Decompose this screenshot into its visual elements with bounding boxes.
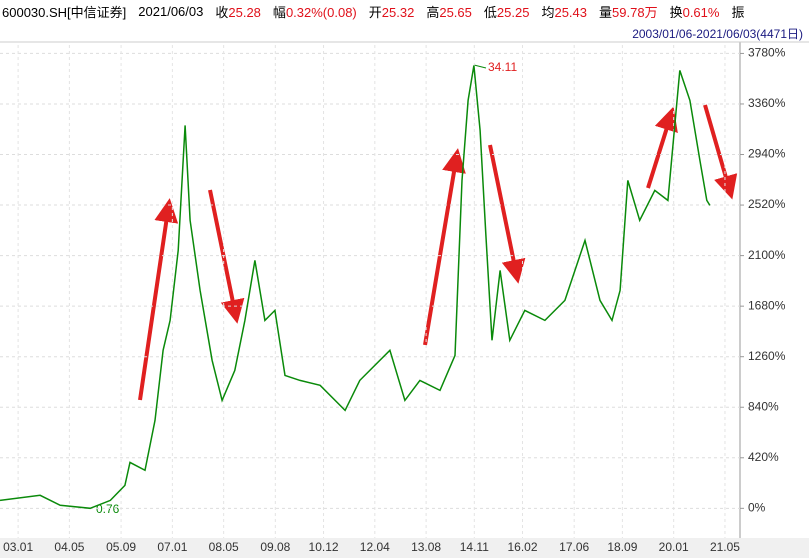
y-tick-label: 1260% <box>748 349 786 363</box>
header-label: 振 <box>731 4 745 20</box>
y-tick-label: 2100% <box>748 248 786 262</box>
range[interactable]: 2003/01/06-2021/06/03(4471日) <box>632 27 803 41</box>
x-tick-label: 17.06 <box>559 540 589 554</box>
header-item: 高25.65 <box>426 2 472 21</box>
x-tick-label: 08.05 <box>209 540 239 554</box>
x-tick-label: 09.08 <box>260 540 290 554</box>
header-item: 幅0.32%(0.08) <box>273 2 357 21</box>
header-item: 换0.61% <box>670 2 720 21</box>
header-label: 高 <box>426 4 440 20</box>
x-tick-label: 12.04 <box>360 540 390 554</box>
x-axis-strip <box>0 538 809 558</box>
header: 600030.SH[中信证券] 2021/06/03 收25.28 幅0.32%(… <box>0 0 809 22</box>
header-value: 0.61% <box>682 4 720 20</box>
header-item: 量59.78万 <box>599 2 658 21</box>
header-value: 25.43 <box>554 4 588 20</box>
header-item: 收25.28 <box>215 2 261 21</box>
header-value: 25.32 <box>381 4 415 20</box>
y-tick-label: 3360% <box>748 96 786 110</box>
header-value: 25.65 <box>439 4 472 20</box>
header-label: 收 <box>215 4 229 20</box>
y-tick-label: 3780% <box>748 46 786 60</box>
x-tick-label: 16.02 <box>507 540 537 554</box>
x-tick-label: 14.11 <box>460 540 489 554</box>
x-tick-label: 03.01 <box>3 540 33 554</box>
y-tick-label: 420% <box>748 450 779 464</box>
header-item: 低25.25 <box>484 2 530 21</box>
x-tick-label: 07.01 <box>157 540 187 554</box>
header-value: 25.25 <box>496 4 530 20</box>
y-tick-label: 2940% <box>748 147 786 161</box>
x-tick-label: 13.08 <box>411 540 441 554</box>
annotation-leader <box>473 64 487 69</box>
x-tick-label: 18.09 <box>607 540 637 554</box>
x-tick-label: 21.05 <box>710 540 740 554</box>
date: 2021/06/03 <box>138 3 204 19</box>
header-label: 换 <box>669 4 683 20</box>
y-tick-label: 0% <box>748 501 766 515</box>
annotation: 0.76 <box>96 502 120 516</box>
x-tick-label: 10.12 <box>309 540 339 554</box>
annotation: 34.11 <box>488 60 517 74</box>
header-value: 25.28 <box>228 4 261 20</box>
x-tick-label: 04.05 <box>54 540 84 554</box>
header-label: 低 <box>483 4 497 20</box>
y-tick-label: 840% <box>748 399 779 413</box>
y-tick-label: 1680% <box>748 298 786 312</box>
header-value: 59.78万 <box>612 4 658 20</box>
x-tick-label: 05.09 <box>106 540 136 554</box>
header-item: 开25.32 <box>369 2 415 21</box>
header-item: 均25.43 <box>541 2 587 21</box>
header-label: 幅 <box>272 4 286 20</box>
header-label: 量 <box>599 4 613 20</box>
y-tick-label: 2520% <box>748 197 786 211</box>
code: 600030.SH[中信证券] <box>2 4 127 20</box>
header-label: 均 <box>541 4 555 20</box>
x-tick-label: 20.01 <box>659 540 689 554</box>
header-value: 0.32%(0.08) <box>285 4 357 20</box>
price-line <box>0 65 711 510</box>
header-label: 开 <box>368 4 382 20</box>
trend-arrows <box>138 104 738 401</box>
